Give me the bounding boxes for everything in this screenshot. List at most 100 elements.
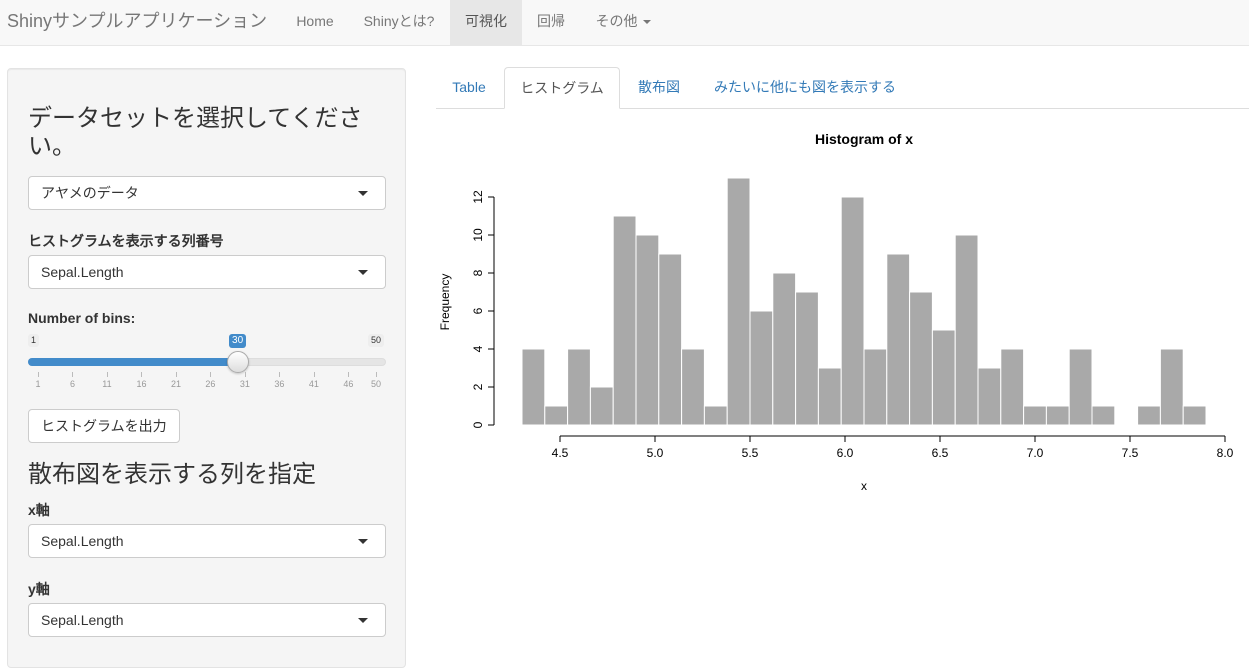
histogram-bar [1068, 348, 1093, 426]
histogram-bar [1182, 405, 1207, 426]
dropdown-arrow-icon [358, 618, 368, 623]
y-tick-label: 0 [471, 421, 485, 428]
histogram-bar [726, 177, 751, 426]
y-tick-label: 2 [471, 383, 485, 390]
nav-regression[interactable]: 回帰 [537, 13, 565, 29]
histogram-bar [749, 310, 774, 426]
slider-grid-tick [348, 372, 350, 377]
histogram-bar [795, 291, 819, 426]
slider-value: 30 [229, 334, 247, 348]
slider-grid-label: 31 [239, 379, 250, 389]
slider-grid-tick [38, 372, 39, 377]
x-tick-label: 6.0 [837, 446, 854, 460]
app-brand[interactable]: Shinyサンプルアプリケーション [7, 11, 268, 31]
slider-grid-label: 50 [370, 379, 381, 389]
histogram-bar [521, 348, 546, 426]
histogram-bar [567, 348, 591, 426]
tab-table[interactable]: Table [452, 79, 486, 95]
slider-grid-tick [175, 372, 177, 377]
y-tick-label: 4 [471, 345, 485, 352]
histogram-bar [1023, 405, 1047, 426]
x-tick-label: 7.5 [1122, 446, 1139, 460]
tabs-underline [436, 108, 1249, 109]
histogram-plot: Histogram of x x Frequency 4.5 5.0 5.5 6.0 6… [438, 131, 1234, 493]
nav-about-shiny[interactable]: Shinyとは? [363, 13, 435, 29]
histogram-bar [931, 329, 956, 426]
scatter-heading: 散布図を表示する列を指定 [28, 461, 316, 488]
slider-grid-tick [244, 372, 246, 377]
slider-grid-tick [313, 372, 315, 377]
histogram-bar [544, 405, 569, 426]
x-axis-select[interactable]: Sepal.Length [28, 524, 386, 558]
nav-visualization[interactable]: 可視化 [450, 0, 522, 46]
x-tick-label: 7.0 [1027, 446, 1044, 460]
nav-other-dropdown[interactable]: その他 [581, 0, 665, 46]
hist-column-select[interactable]: Sepal.Length [28, 255, 386, 289]
hist-column-select-value: Sepal.Length [41, 264, 124, 280]
caret-down-icon [642, 20, 651, 25]
slider-grid-tick [106, 372, 108, 377]
histogram-bar [1091, 405, 1116, 426]
bins-label: Number of bins: [28, 310, 136, 326]
dropdown-arrow-icon [358, 539, 368, 544]
histogram-bar [863, 348, 888, 426]
slider-fill [28, 358, 239, 366]
histogram-bar [1137, 405, 1161, 426]
histogram-output-button[interactable]: ヒストグラムを出力 [28, 409, 180, 443]
slider-grid-label: 16 [136, 379, 147, 389]
histogram-bar [772, 272, 797, 426]
y-axis-select[interactable]: Sepal.Length [28, 603, 386, 637]
x-axis: 4.5 5.0 5.5 6.0 6.5 7.0 7.5 8.0 [552, 435, 1234, 460]
x-tick-label: 6.5 [932, 446, 949, 460]
x-axis-label: x軸 [28, 502, 50, 518]
histogram-bar [658, 253, 683, 426]
x-tick-label: 5.5 [742, 446, 759, 460]
x-axis-select-value: Sepal.Length [41, 533, 124, 549]
dataset-select-value: アヤメのデータ [41, 185, 139, 201]
histogram-bar [977, 367, 1002, 426]
nav-home[interactable]: Home [296, 13, 334, 29]
histogram-bar [1045, 405, 1070, 426]
tab-other-figures[interactable]: みたいに他にも図を表示する [714, 79, 896, 95]
histogram-bar [703, 405, 728, 426]
histogram-bar [886, 253, 911, 426]
dropdown-arrow-icon [358, 191, 368, 196]
slider-grid-label: 36 [274, 379, 285, 389]
slider-handle[interactable] [227, 351, 250, 373]
slider-grid-label: 21 [170, 379, 181, 389]
histogram-bar [1000, 348, 1025, 426]
slider-grid-tick [376, 372, 377, 377]
slider-max: 50 [368, 334, 385, 347]
slider-grid-label: 11 [102, 379, 112, 389]
slider-grid-label: 41 [308, 379, 319, 389]
dataset-heading: データセットを選択してください。 [28, 105, 363, 160]
y-axis-select-value: Sepal.Length [41, 612, 124, 628]
y-axis: 0 2 4 6 8 10 12 [471, 190, 495, 428]
x-axis-title: x [861, 479, 867, 493]
y-tick-label: 12 [471, 190, 485, 204]
histogram-bar [909, 291, 933, 426]
slider-grid-label: 6 [69, 379, 75, 389]
slider-grid-label: 1 [35, 379, 41, 389]
y-axis-label: y軸 [28, 581, 50, 597]
tab-scatter[interactable]: 散布図 [638, 79, 680, 95]
x-tick-label: 4.5 [552, 446, 569, 460]
histogram-bar [954, 234, 979, 426]
slider-grid-tick [279, 372, 281, 377]
tab-histogram[interactable]: ヒストグラム [504, 67, 620, 109]
hist-column-label: ヒストグラムを表示する列番号 [28, 233, 224, 249]
slider-grid-label: 26 [205, 379, 216, 389]
histogram-bar [1159, 348, 1184, 426]
dropdown-arrow-icon [358, 270, 368, 275]
slider-min: 1 [28, 334, 40, 347]
slider-grid-tick [141, 372, 143, 377]
slider-grid-tick [210, 372, 212, 377]
chart-title: Histogram of x [815, 131, 913, 147]
y-tick-label: 8 [471, 269, 485, 276]
slider-grid-tick [72, 372, 74, 377]
histogram-bar [817, 367, 842, 426]
x-tick-label: 8.0 [1217, 446, 1234, 460]
sidebar-panel: データセットを選択してください。 アヤメのデータ ヒストグラムを表示する列番号 … [7, 68, 406, 668]
dataset-select[interactable]: アヤメのデータ [28, 176, 386, 210]
navbar: Shinyサンプルアプリケーション Home Shinyとは? 可視化 回帰 そ… [0, 0, 1249, 46]
